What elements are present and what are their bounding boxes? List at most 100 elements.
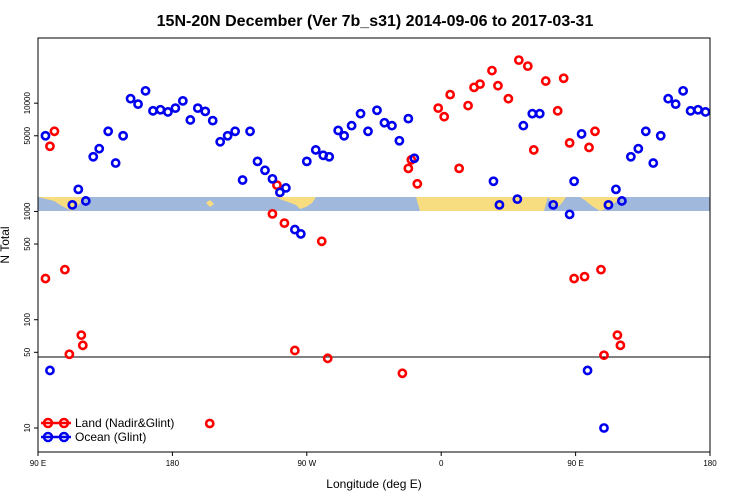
ocean-data-point	[625, 151, 636, 162]
ocean-data-point	[170, 103, 181, 114]
legend-land-label: Land (Nadir&Glint)	[75, 416, 174, 430]
ocean-data-point	[88, 151, 99, 162]
ocean-data-point	[403, 113, 414, 124]
land-mass-africa	[416, 197, 548, 211]
ocean-data-point	[260, 165, 270, 176]
x-axis: 90 E 180 90 W 0 90 E 180	[30, 452, 717, 468]
land-data-point	[590, 126, 600, 137]
land-data-point	[40, 273, 51, 284]
land-data-point	[403, 163, 414, 174]
land-data-point	[445, 89, 456, 100]
legend-ocean-label: Ocean (Glint)	[75, 430, 146, 444]
plot-area: 90 E 180 90 W 0 90 E 180 10501005001000500010…	[23, 37, 717, 468]
ocean-data-point	[163, 107, 173, 117]
land-data-point	[397, 368, 408, 379]
chart-title: 15N-20N December (Ver 7b_s31) 2014-09-06…	[157, 13, 594, 30]
x-tick-label: 180	[166, 459, 180, 468]
land-data-point	[493, 80, 503, 91]
ocean-data-point	[548, 199, 559, 210]
land-mass-central-america	[276, 197, 316, 209]
ocean-data-point	[700, 107, 710, 117]
land-data-point	[267, 208, 278, 219]
land-data-point	[579, 271, 590, 282]
ocean-data-point	[640, 126, 651, 137]
ocean-data-point	[387, 120, 397, 131]
land-data-point	[584, 142, 594, 153]
ocean-series	[40, 85, 710, 433]
ocean-data-point	[140, 85, 151, 96]
x-tick-label: 90 W	[297, 459, 316, 468]
ocean-data-point	[616, 196, 627, 206]
ocean-data-point	[534, 108, 545, 119]
ocean-data-point	[192, 103, 203, 114]
land-data-point	[76, 330, 87, 341]
land-data-point	[77, 340, 88, 351]
legend-land-marker-left	[42, 417, 54, 429]
ocean-data-point	[222, 130, 233, 141]
ocean-data-point	[67, 199, 78, 210]
ocean-data-point	[155, 104, 166, 115]
ocean-data-point	[252, 156, 263, 167]
ocean-data-point	[569, 176, 580, 187]
land-data-point	[49, 126, 60, 137]
ocean-data-point	[685, 105, 696, 116]
ocean-data-point	[693, 104, 703, 115]
ocean-data-point	[110, 158, 121, 168]
ocean-data-point	[310, 145, 321, 155]
land-data-point	[552, 105, 563, 116]
land-data-point	[322, 353, 333, 364]
y-tick-label: 100	[23, 312, 32, 326]
land-data-point	[596, 264, 606, 275]
ocean-data-point	[512, 194, 523, 205]
ocean-data-point	[230, 126, 241, 137]
land-mass-se-asia	[580, 197, 622, 211]
land-data-point	[279, 218, 290, 229]
land-data-point	[64, 349, 75, 360]
ocean-data-point	[488, 176, 499, 187]
land-data-point	[454, 163, 465, 174]
land-data-point	[316, 236, 327, 247]
ocean-data-point	[663, 93, 674, 104]
x-tick-label: 180	[703, 459, 717, 468]
y-axis: 10 50 100 500 1000 5000 10000	[23, 92, 38, 432]
ocean-data-point	[339, 130, 350, 141]
land-data-point	[204, 418, 215, 429]
ocean-data-point	[237, 175, 248, 185]
ocean-data-point	[372, 105, 382, 116]
ocean-data-point	[200, 106, 211, 117]
land-data-point	[433, 103, 444, 114]
ocean-data-point	[648, 158, 659, 168]
x-axis-label: Longitude (deg E)	[326, 477, 421, 491]
ocean-data-point	[215, 136, 226, 147]
y-tick-label: 1000	[23, 202, 32, 220]
ocean-data-point	[409, 153, 420, 164]
ocean-data-point	[133, 99, 143, 110]
ocean-data-point	[494, 199, 505, 210]
land-data-point	[412, 178, 423, 189]
ocean-data-point	[207, 115, 218, 126]
land-data-point	[522, 61, 533, 72]
ocean-data-point	[324, 151, 335, 162]
ocean-data-point	[363, 126, 373, 137]
ocean-data-point	[177, 95, 188, 106]
ocean-data-point	[518, 120, 529, 131]
land-data-point	[513, 55, 524, 65]
ocean-data-point	[185, 115, 196, 125]
land-data-point	[615, 340, 626, 351]
ocean-data-point	[118, 130, 129, 141]
ocean-data-point	[45, 365, 55, 376]
ocean-data-point	[103, 126, 114, 137]
y-axis-label: N Total	[0, 226, 12, 263]
ocean-data-point	[275, 187, 285, 198]
ocean-data-point	[655, 130, 666, 141]
ocean-data-point	[295, 229, 306, 239]
legend-ocean-marker-left	[42, 431, 54, 443]
land-data-point	[475, 79, 485, 90]
y-tick-label: 10	[23, 423, 32, 432]
ocean-data-point	[576, 129, 587, 139]
x-tick-label: 90 E	[30, 459, 46, 468]
land-data-point	[487, 65, 497, 76]
land-data-point	[45, 141, 55, 152]
land-data-point	[289, 345, 300, 356]
